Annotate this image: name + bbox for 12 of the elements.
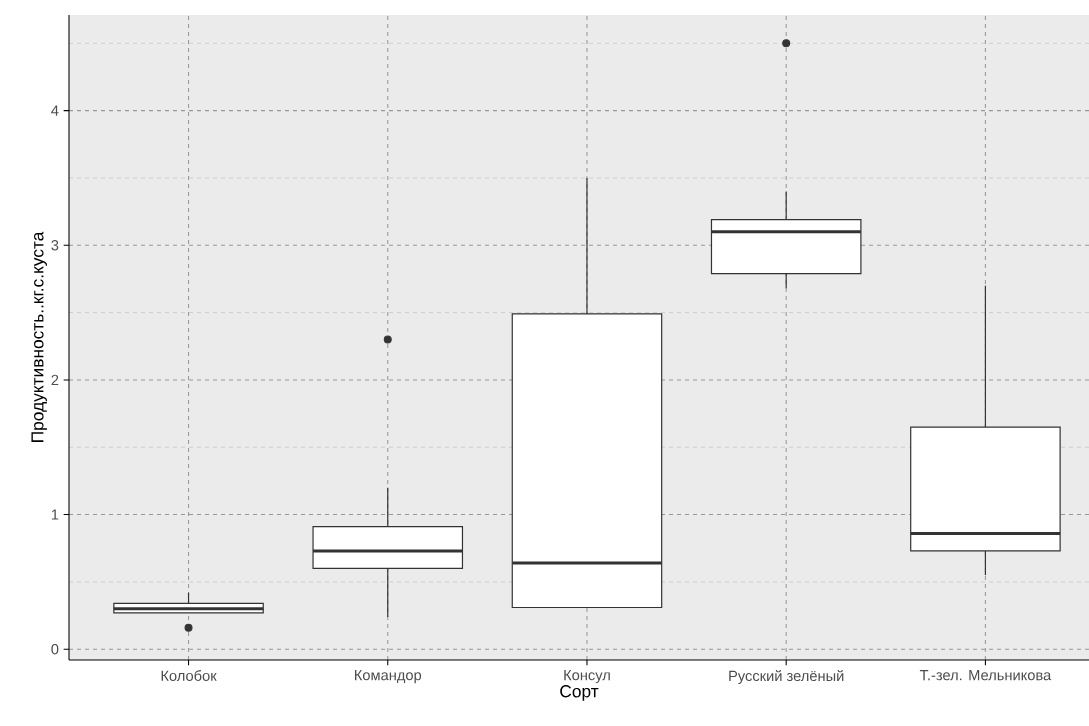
x-tick-label: Консул — [564, 670, 610, 684]
y-tick-label: 4 — [51, 105, 59, 116]
y-tick-label: 0 — [51, 644, 59, 655]
y-tick-label: 3 — [51, 240, 59, 251]
x-tick-label: Русский зелёный — [729, 670, 844, 684]
y-tick-label: 2 — [51, 374, 59, 386]
x-tick-label: Т.-зел. Мельникова — [919, 670, 1052, 681]
y-tick-label: 1 — [51, 509, 59, 520]
x-tick-label: Колобок — [161, 670, 217, 681]
y-axis-title: Продуктивность..кг.с.куста — [31, 231, 47, 442]
x-tick-label: Командор — [355, 670, 422, 684]
x-axis-title: Сорт — [560, 685, 599, 701]
